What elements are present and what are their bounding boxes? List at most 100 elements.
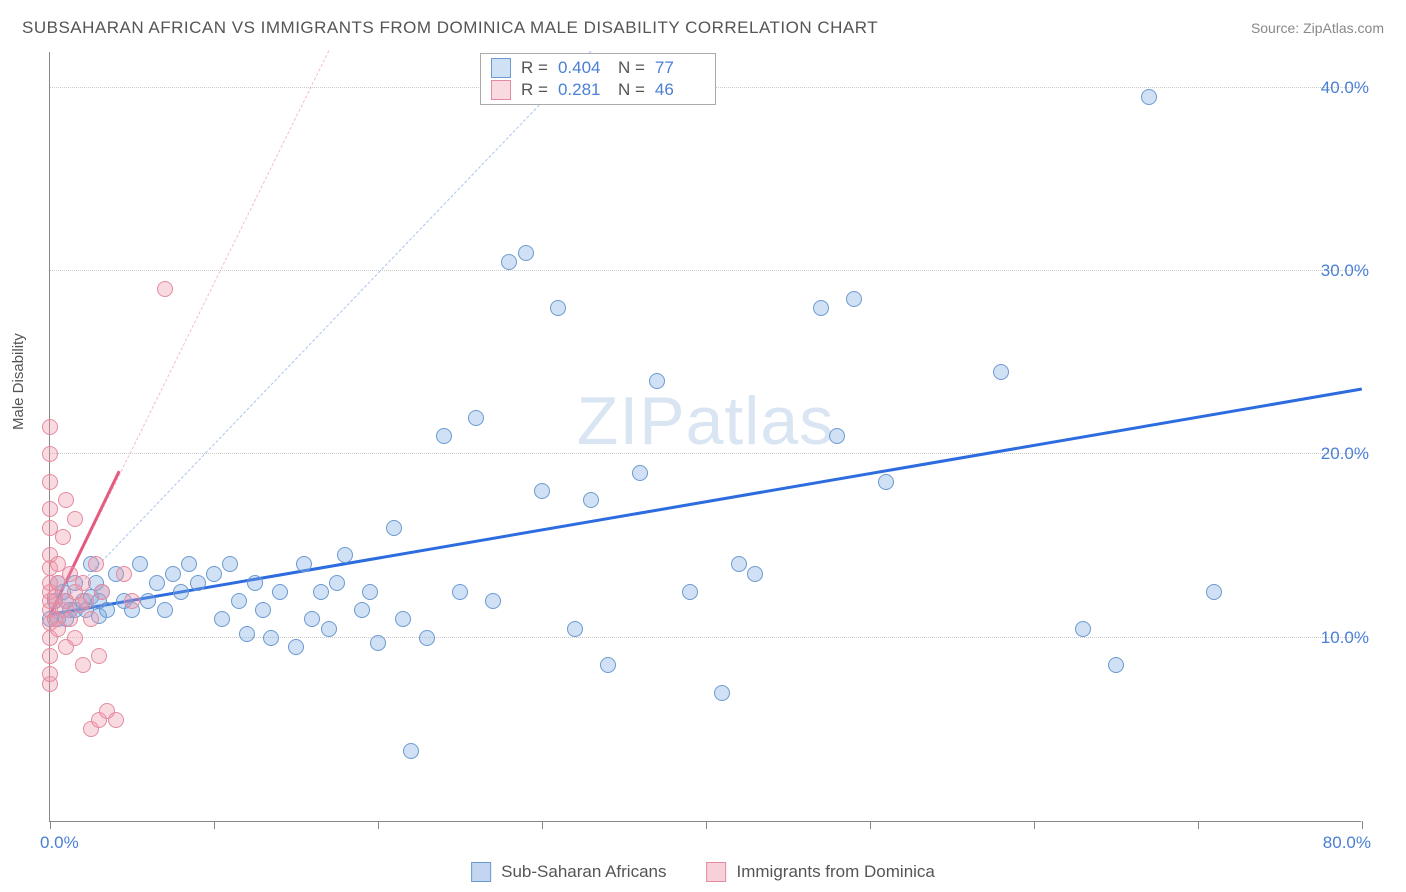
data-point [42,501,58,517]
data-point [1206,584,1222,600]
data-point [272,584,288,600]
data-point [181,556,197,572]
gridline [50,270,1361,271]
gridline [50,453,1361,454]
legend-swatch [707,862,727,882]
legend-stat-row: R =0.404N =77 [491,58,705,78]
data-point [239,626,255,642]
y-tick-label: 30.0% [1321,261,1369,281]
n-label: N = [618,80,645,100]
data-point [132,556,148,572]
data-point [116,566,132,582]
x-axis-max-label: 80.0% [1323,833,1371,853]
data-point [62,611,78,627]
data-point [567,621,583,637]
data-point [157,602,173,618]
data-point [42,419,58,435]
data-point [993,364,1009,380]
data-point [649,373,665,389]
data-point [813,300,829,316]
data-point [94,584,110,600]
legend-item: Immigrants from Dominica [707,862,935,882]
data-point [321,621,337,637]
watermark: ZIPatlas [577,382,834,460]
data-point [304,611,320,627]
x-tick [706,821,707,829]
data-point [55,529,71,545]
data-point [313,584,329,600]
x-tick [542,821,543,829]
data-point [632,465,648,481]
data-point [75,657,91,673]
data-point [88,556,104,572]
data-point [75,575,91,591]
data-point [124,593,140,609]
data-point [1108,657,1124,673]
y-tick-label: 40.0% [1321,78,1369,98]
x-tick [214,821,215,829]
data-point [231,593,247,609]
data-point [518,245,534,261]
y-tick-label: 20.0% [1321,444,1369,464]
data-point [42,666,58,682]
legend-stat-row: R = 0.281 N = 46 [491,80,705,100]
data-point [140,593,156,609]
x-tick [870,821,871,829]
trend-line-extrapolated [50,50,592,615]
data-point [173,584,189,600]
data-point [1075,621,1091,637]
n-label: N = [618,58,645,78]
series-legend: Sub-Saharan Africans Immigrants from Domi… [471,862,935,882]
data-point [337,547,353,563]
n-value: 46 [655,80,705,100]
data-point [108,712,124,728]
data-point [714,685,730,701]
data-point [485,593,501,609]
n-value: 77 [655,58,705,78]
source-attribution: Source: ZipAtlas.com [1251,20,1384,36]
x-tick [1362,821,1363,829]
data-point [67,630,83,646]
data-point [149,575,165,591]
data-point [846,291,862,307]
legend-label: Sub-Saharan Africans [501,862,666,882]
legend-label: Immigrants from Dominica [737,862,935,882]
data-point [878,474,894,490]
r-value: 0.281 [558,80,608,100]
chart-title: SUBSAHARAN AFRICAN VS IMMIGRANTS FROM DO… [22,18,878,38]
data-point [263,630,279,646]
data-point [370,635,386,651]
data-point [354,602,370,618]
x-tick [378,821,379,829]
chart-container: SUBSAHARAN AFRICAN VS IMMIGRANTS FROM DO… [0,0,1406,892]
data-point [731,556,747,572]
data-point [395,611,411,627]
legend-swatch [471,862,491,882]
legend-swatch [491,80,511,100]
y-tick-label: 10.0% [1321,628,1369,648]
data-point [583,492,599,508]
data-point [419,630,435,646]
data-point [296,556,312,572]
data-point [1141,89,1157,105]
r-label: R = [521,80,548,100]
data-point [99,602,115,618]
data-point [550,300,566,316]
data-point [829,428,845,444]
data-point [452,584,468,600]
x-tick [1034,821,1035,829]
y-axis-label: Male Disability [10,333,27,430]
data-point [403,743,419,759]
data-point [42,474,58,490]
data-point [83,611,99,627]
data-point [468,410,484,426]
data-point [214,611,230,627]
data-point [247,575,263,591]
r-label: R = [521,58,548,78]
data-point [329,575,345,591]
legend-swatch [491,58,511,78]
correlation-legend: R =0.404N =77R =0.281N =46 [480,53,716,105]
data-point [42,446,58,462]
data-point [78,593,94,609]
data-point [362,584,378,600]
